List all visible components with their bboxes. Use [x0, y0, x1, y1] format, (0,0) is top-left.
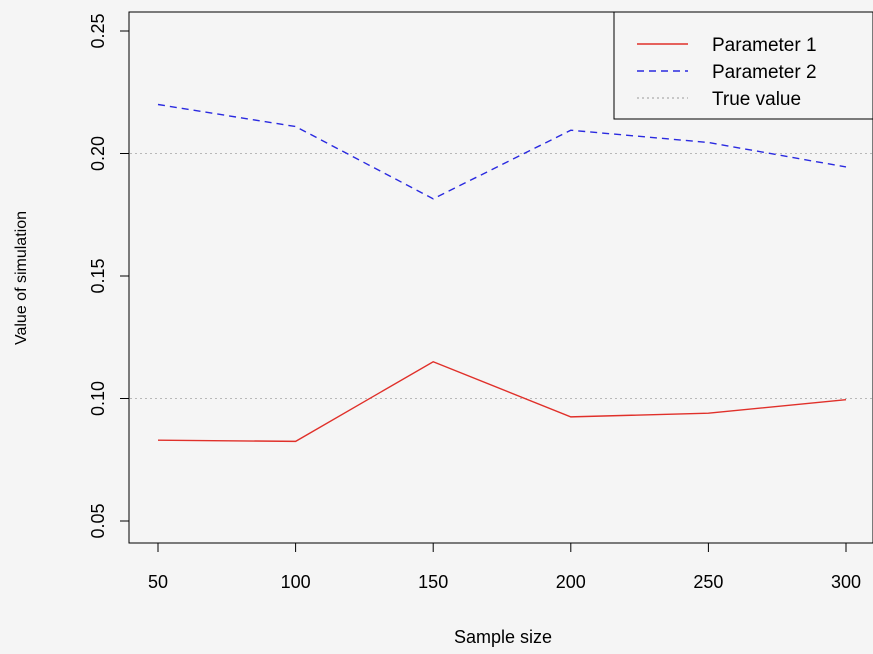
- x-tick-label: 50: [148, 572, 168, 592]
- x-tick-label: 250: [693, 572, 723, 592]
- legend-label: Parameter 2: [712, 62, 817, 83]
- y-tick-label: 0.20: [88, 136, 108, 171]
- x-axis: 50 100 150 200 250 300: [148, 542, 861, 592]
- y-axis-label: Value of simulation: [13, 211, 30, 345]
- legend-label: Parameter 1: [712, 35, 817, 56]
- series-lines: [157, 103, 847, 443]
- y-axis: 0.05 0.10 0.15 0.20 0.25: [88, 13, 130, 539]
- legend-box: [613, 11, 873, 120]
- x-tick-label: 200: [556, 572, 586, 592]
- y-tick-label: 0.15: [88, 258, 108, 293]
- series-line-1: [157, 360, 847, 443]
- x-tick-label: 150: [418, 572, 448, 592]
- y-tick-label: 0.05: [88, 503, 108, 538]
- legend: Parameter 1 Parameter 2 True value: [613, 11, 873, 120]
- reference-lines: [130, 153, 872, 399]
- x-tick-label: 300: [831, 572, 861, 592]
- y-tick-label: 0.10: [88, 381, 108, 416]
- x-axis-label: Sample size: [454, 627, 552, 647]
- x-tick-label: 100: [281, 572, 311, 592]
- y-tick-label: 0.25: [88, 13, 108, 48]
- legend-label: True value: [712, 89, 801, 110]
